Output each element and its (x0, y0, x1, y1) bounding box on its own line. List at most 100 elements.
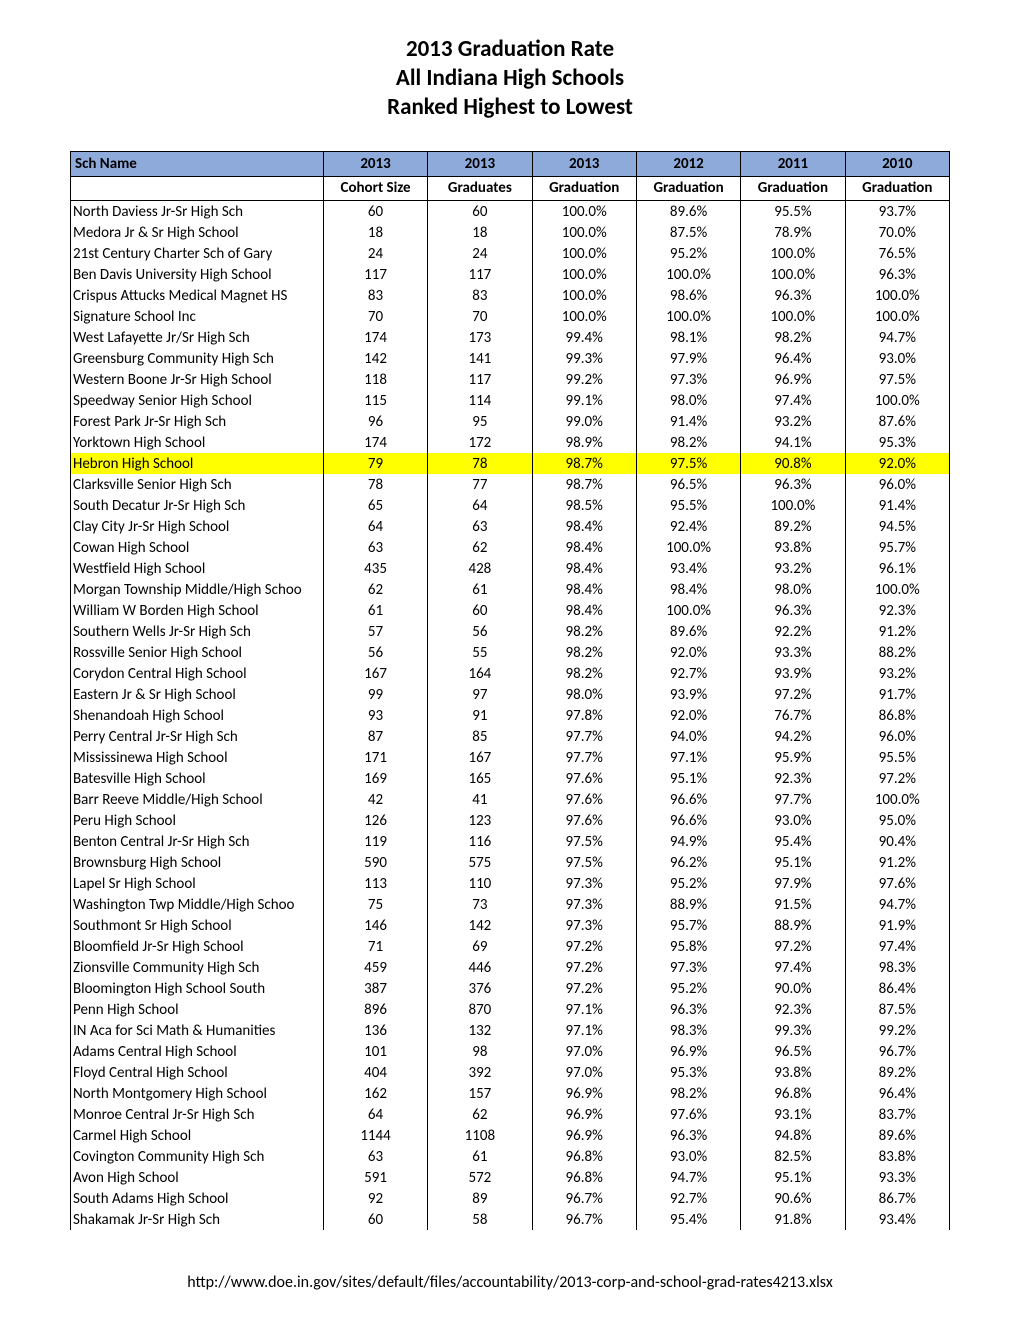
title-line-1: 2013 Graduation Rate (70, 35, 950, 64)
grad-2012: 98.4% (636, 579, 740, 600)
school-name: Medora Jr & Sr High School (71, 222, 324, 243)
grad-2013: 97.1% (532, 1020, 636, 1041)
table-row: Clay City Jr-Sr High School646398.4%92.4… (71, 516, 950, 537)
graduates: 575 (428, 852, 532, 873)
grad-2013: 97.1% (532, 999, 636, 1020)
grad-2013: 98.4% (532, 516, 636, 537)
grad-2012: 100.0% (636, 537, 740, 558)
table-row: Greensburg Community High Sch14214199.3%… (71, 348, 950, 369)
cohort-size: 63 (323, 537, 427, 558)
cohort-size: 1144 (323, 1125, 427, 1146)
table-row: Benton Central Jr-Sr High Sch11911697.5%… (71, 831, 950, 852)
graduates: 142 (428, 915, 532, 936)
grad-2012: 93.9% (636, 684, 740, 705)
cohort-size: 64 (323, 516, 427, 537)
cohort-size: 174 (323, 432, 427, 453)
cohort-size: 93 (323, 705, 427, 726)
grad-2010: 86.4% (845, 978, 949, 999)
graduates: 164 (428, 663, 532, 684)
school-name: Hebron High School (71, 453, 324, 474)
table-row: Mississinewa High School17116797.7%97.1%… (71, 747, 950, 768)
grad-2010: 86.7% (845, 1188, 949, 1209)
grad-2011: 97.7% (741, 789, 845, 810)
header-year-6: 2010 (845, 152, 949, 177)
grad-2010: 98.3% (845, 957, 949, 978)
grad-2012: 95.2% (636, 978, 740, 999)
grad-2013: 99.4% (532, 327, 636, 348)
grad-2013: 97.5% (532, 831, 636, 852)
graduates: 870 (428, 999, 532, 1020)
cohort-size: 119 (323, 831, 427, 852)
grad-2012: 100.0% (636, 264, 740, 285)
school-name: Perry Central Jr-Sr High Sch (71, 726, 324, 747)
school-name: Morgan Township Middle/High Schoo (71, 579, 324, 600)
cohort-size: 591 (323, 1167, 427, 1188)
grad-2010: 96.7% (845, 1041, 949, 1062)
grad-2010: 76.5% (845, 243, 949, 264)
grad-2010: 87.5% (845, 999, 949, 1020)
school-name: IN Aca for Sci Math & Humanities (71, 1020, 324, 1041)
grad-2012: 92.7% (636, 663, 740, 684)
graduates: 41 (428, 789, 532, 810)
school-name: West Lafayette Jr/Sr High Sch (71, 327, 324, 348)
grad-2010: 92.3% (845, 600, 949, 621)
school-name: Clay City Jr-Sr High School (71, 516, 324, 537)
grad-2011: 93.3% (741, 642, 845, 663)
cohort-size: 60 (323, 201, 427, 223)
cohort-size: 57 (323, 621, 427, 642)
grad-2011: 95.5% (741, 201, 845, 223)
school-name: North Daviess Jr-Sr High Sch (71, 201, 324, 223)
grad-2012: 98.2% (636, 432, 740, 453)
grad-2013: 100.0% (532, 285, 636, 306)
grad-2011: 96.5% (741, 1041, 845, 1062)
grad-2011: 91.5% (741, 894, 845, 915)
grad-2011: 95.1% (741, 852, 845, 873)
grad-2011: 93.0% (741, 810, 845, 831)
school-name: Eastern Jr & Sr High School (71, 684, 324, 705)
grad-2011: 91.8% (741, 1209, 845, 1230)
grad-2011: 97.2% (741, 936, 845, 957)
school-name: Signature School Inc (71, 306, 324, 327)
grad-2012: 94.0% (636, 726, 740, 747)
grad-2013: 100.0% (532, 222, 636, 243)
table-row: Lapel Sr High School11311097.3%95.2%97.9… (71, 873, 950, 894)
graduates: 70 (428, 306, 532, 327)
footer-url: http://www.doe.in.gov/sites/default/file… (0, 1273, 1020, 1292)
grad-2013: 99.0% (532, 411, 636, 432)
grad-2011: 97.4% (741, 957, 845, 978)
graduates: 85 (428, 726, 532, 747)
grad-2012: 100.0% (636, 306, 740, 327)
cohort-size: 63 (323, 1146, 427, 1167)
grad-2010: 97.5% (845, 369, 949, 390)
grad-2010: 91.4% (845, 495, 949, 516)
cohort-size: 113 (323, 873, 427, 894)
grad-2013: 98.0% (532, 684, 636, 705)
table-row: Eastern Jr & Sr High School999798.0%93.9… (71, 684, 950, 705)
grad-2012: 92.7% (636, 1188, 740, 1209)
graduates: 24 (428, 243, 532, 264)
table-row: Ben Davis University High School11711710… (71, 264, 950, 285)
cohort-size: 115 (323, 390, 427, 411)
grad-2012: 95.5% (636, 495, 740, 516)
school-name: Barr Reeve Middle/High School (71, 789, 324, 810)
school-name: Brownsburg High School (71, 852, 324, 873)
cohort-size: 92 (323, 1188, 427, 1209)
graduates: 116 (428, 831, 532, 852)
grad-2013: 99.1% (532, 390, 636, 411)
table-row: South Adams High School928996.7%92.7%90.… (71, 1188, 950, 1209)
table-row: Monroe Central Jr-Sr High Sch646296.9%97… (71, 1104, 950, 1125)
header-sub-5: Graduation (741, 177, 845, 201)
graduates: 392 (428, 1062, 532, 1083)
grad-2011: 93.9% (741, 663, 845, 684)
grad-2011: 93.8% (741, 1062, 845, 1083)
grad-2012: 96.3% (636, 999, 740, 1020)
grad-2010: 93.3% (845, 1167, 949, 1188)
grad-2012: 97.1% (636, 747, 740, 768)
table-row: Western Boone Jr-Sr High School11811799.… (71, 369, 950, 390)
school-name: Zionsville Community High Sch (71, 957, 324, 978)
header-sub-1: Cohort Size (323, 177, 427, 201)
cohort-size: 24 (323, 243, 427, 264)
graduates: 55 (428, 642, 532, 663)
cohort-size: 167 (323, 663, 427, 684)
grad-2010: 70.0% (845, 222, 949, 243)
